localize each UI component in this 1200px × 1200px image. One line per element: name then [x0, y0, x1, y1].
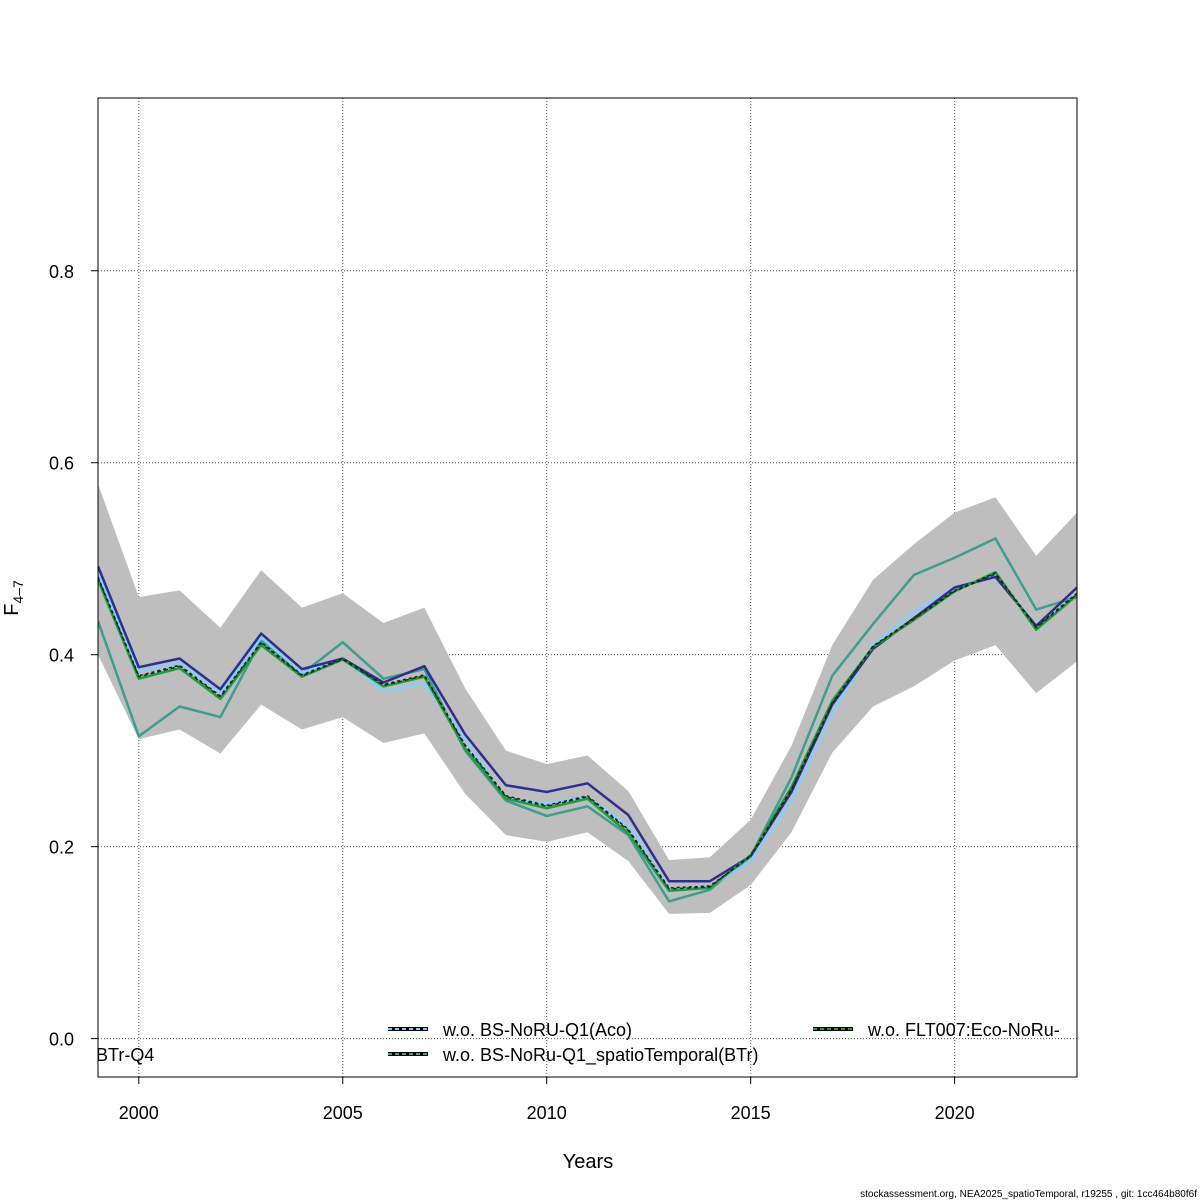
series-line-3	[98, 565, 1077, 883]
y-axis-title-main: F	[1, 604, 23, 616]
legend-label: w.o. BS-NoRU-Q1(Aco)	[442, 1020, 632, 1040]
x-tick-label: 2010	[527, 1103, 567, 1123]
footer-credit: stockassessment.org, NEA2025_spatioTempo…	[860, 1189, 1197, 1200]
confidence-band-area	[98, 483, 1077, 914]
axis-ticks: 2000 2005 2010 2015 2020 0.0 0.2 0.4 0.6 0.8	[49, 262, 975, 1123]
y-axis-title: F4–7	[1, 580, 26, 616]
x-tick-label: 2005	[323, 1103, 363, 1123]
x-tick-label: 2015	[731, 1103, 771, 1123]
x-tick-label: 2000	[119, 1103, 159, 1123]
series-line-4	[98, 570, 1077, 893]
legend: w.o. BS-NoRU-Q1(Aco) w.o. BS-NoRu-Q1_spat…	[96, 1020, 1060, 1066]
y-tick-label: 0.4	[49, 646, 74, 666]
series-line-6	[98, 572, 1077, 889]
x-axis-title: Years	[563, 1151, 613, 1173]
y-tick-label: 0.6	[49, 454, 74, 474]
series-lines	[98, 537, 1077, 903]
series-line-1	[98, 537, 1077, 903]
y-tick-label: 0.2	[49, 838, 74, 858]
y-axis-title-sub: 4–7	[10, 580, 26, 604]
legend-label: BTr-Q4	[96, 1045, 154, 1065]
x-tick-label: 2020	[935, 1103, 975, 1123]
plot-frame	[97, 97, 1078, 1078]
confidence-band	[98, 483, 1077, 914]
y-tick-label: 0.8	[49, 262, 74, 282]
legend-label: w.o. BS-NoRu-Q1_spatioTemporal(BTr)	[442, 1045, 758, 1066]
legend-label: w.o. FLT007:Eco-NoRu-	[867, 1020, 1060, 1040]
y-tick-label: 0.0	[49, 1030, 74, 1050]
